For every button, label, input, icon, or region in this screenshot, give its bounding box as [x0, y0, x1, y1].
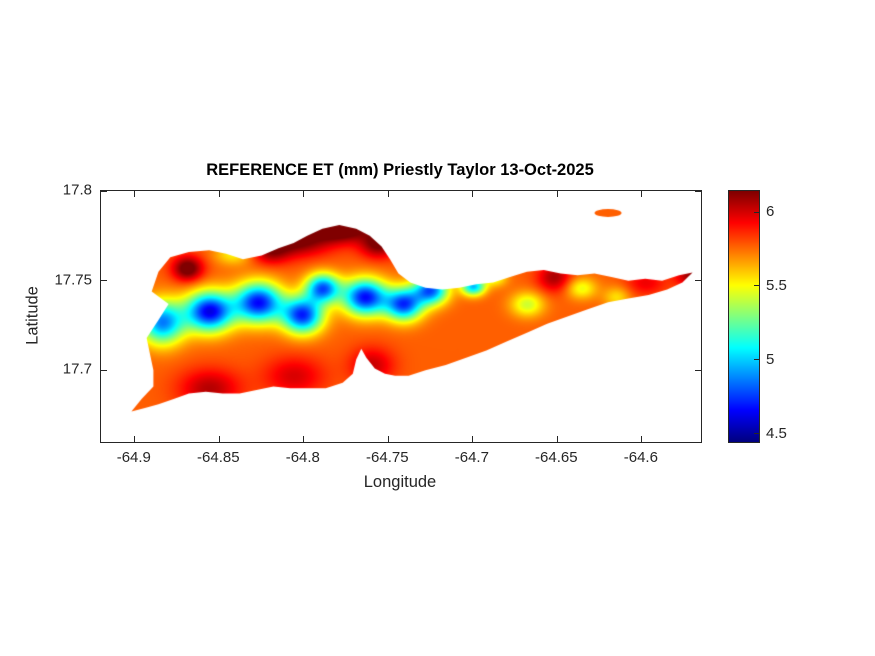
axis-tick-mark	[556, 436, 558, 442]
axis-tick-mark	[695, 280, 701, 282]
axis-tick-mark	[556, 191, 558, 197]
axis-tick-mark	[134, 191, 136, 197]
axis-tick-mark	[641, 191, 643, 197]
axis-tick-mark	[218, 191, 220, 197]
axis-tick-mark	[387, 436, 389, 442]
x-tick-label: -64.75	[366, 449, 409, 466]
axis-tick-mark	[303, 191, 305, 197]
axis-tick-mark	[641, 436, 643, 442]
axis-tick-mark	[101, 369, 107, 371]
y-tick-label: 17.7	[62, 360, 92, 378]
x-tick-label: -64.85	[197, 449, 240, 466]
x-tick-label: -64.6	[623, 449, 658, 466]
x-tick-label: -64.9	[116, 449, 151, 466]
colorbar	[728, 190, 760, 443]
colorbar-tick-mark	[754, 433, 759, 435]
colorbar-tick-label: 6	[766, 203, 775, 221]
x-tick-label: -64.7	[454, 449, 489, 466]
axis-tick-mark	[101, 280, 107, 282]
colorbar-canvas	[729, 191, 759, 442]
axis-tick-mark	[218, 436, 220, 442]
colorbar-tick-label: 5.5	[766, 276, 787, 294]
y-tick-label: 17.75	[54, 271, 92, 289]
y-tick-label: 17.8	[62, 181, 92, 199]
plot-area	[100, 190, 702, 443]
x-axis-label: Longitude	[363, 473, 437, 491]
colorbar-tick-label: 4.5	[766, 424, 787, 442]
x-tick-label: -64.8	[285, 449, 320, 466]
heatmap-canvas	[101, 191, 701, 442]
axis-tick-mark	[695, 369, 701, 371]
axis-tick-mark	[101, 190, 107, 192]
colorbar-tick-label: 5	[766, 350, 775, 368]
x-tick-label: -64.65	[535, 449, 578, 466]
plot-title: REFERENCE ET (mm) Priestly Taylor 13-Oct…	[206, 161, 594, 179]
axis-tick-mark	[695, 190, 701, 192]
axis-tick-mark	[303, 436, 305, 442]
colorbar-tick-mark	[754, 211, 759, 213]
axis-tick-mark	[472, 436, 474, 442]
axis-tick-mark	[472, 191, 474, 197]
colorbar-tick-mark	[754, 359, 759, 361]
colorbar-tick-mark	[754, 285, 759, 287]
axis-tick-mark	[134, 436, 136, 442]
axis-tick-mark	[387, 191, 389, 197]
